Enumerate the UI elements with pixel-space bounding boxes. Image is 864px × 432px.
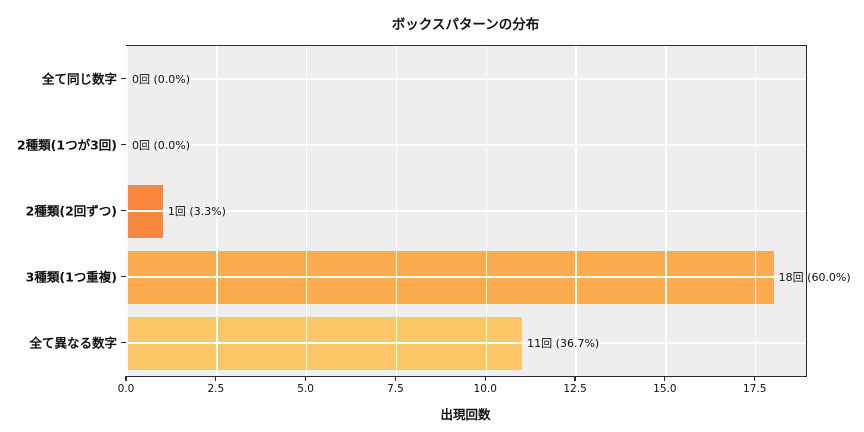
gridline-v [755, 46, 757, 376]
gridline-h [127, 144, 806, 146]
x-tick-mark [754, 376, 756, 381]
x-tick-label: 0.0 [117, 383, 135, 395]
gridline-h [127, 342, 806, 344]
x-tick-mark [125, 376, 127, 381]
gridline-h [127, 276, 806, 278]
gridline-v [216, 46, 218, 376]
x-tick-label: 17.5 [743, 383, 767, 395]
y-axis-label: 2種類(1つが3回) [16, 137, 117, 153]
gridline-v [305, 46, 308, 376]
y-axis-label: 2種類(2回ずつ) [25, 203, 117, 219]
x-tick-label: 10.0 [473, 383, 497, 395]
y-tick-mark [121, 276, 126, 278]
y-tick-mark [121, 78, 126, 80]
gridline-h [127, 78, 806, 80]
x-tick-mark [305, 376, 307, 381]
x-tick-label: 5.0 [297, 383, 314, 395]
y-axis-label: 全て異なる数字 [29, 335, 117, 351]
y-tick-mark [121, 210, 126, 212]
bar-value-label: 0回 (0.0%) [132, 73, 191, 86]
x-tick-label: 15.0 [653, 383, 677, 395]
x-tick-mark [215, 376, 217, 381]
bar-value-label: 0回 (0.0%) [132, 139, 191, 152]
y-axis-label: 全て同じ数字 [41, 71, 117, 87]
gridline-v [126, 46, 128, 376]
x-tick-mark [394, 376, 397, 381]
gridline-h [127, 210, 806, 212]
y-axis-label: 3種類(1つ重複) [25, 269, 117, 285]
x-tick-label: 7.5 [387, 383, 404, 395]
bar-value-label: 18回 (60.0%) [778, 271, 851, 284]
gridline-v [575, 46, 577, 376]
gridline-v [665, 46, 667, 376]
x-tick-label: 12.5 [563, 383, 587, 395]
x-tick-mark [484, 376, 486, 381]
plot-area: 0回 (0.0%) 0回 (0.0%) 1回 (3.3%) 18回 (60.0%) 11… [126, 45, 851, 377]
chart-title: ボックスパターンの分布 [391, 17, 540, 33]
gridline-v [485, 46, 487, 376]
x-tick-mark [664, 376, 666, 381]
x-tick-mark [574, 376, 576, 381]
bar-value-label: 11回 (36.7%) [527, 337, 600, 350]
x-axis-title: 出現回数 [440, 407, 491, 422]
y-tick-mark [121, 342, 126, 344]
y-tick-mark [121, 144, 126, 146]
x-tick-label: 2.5 [207, 383, 225, 395]
bar-value-label: 1回 (3.3%) [167, 205, 226, 218]
gridline-v [395, 46, 398, 376]
